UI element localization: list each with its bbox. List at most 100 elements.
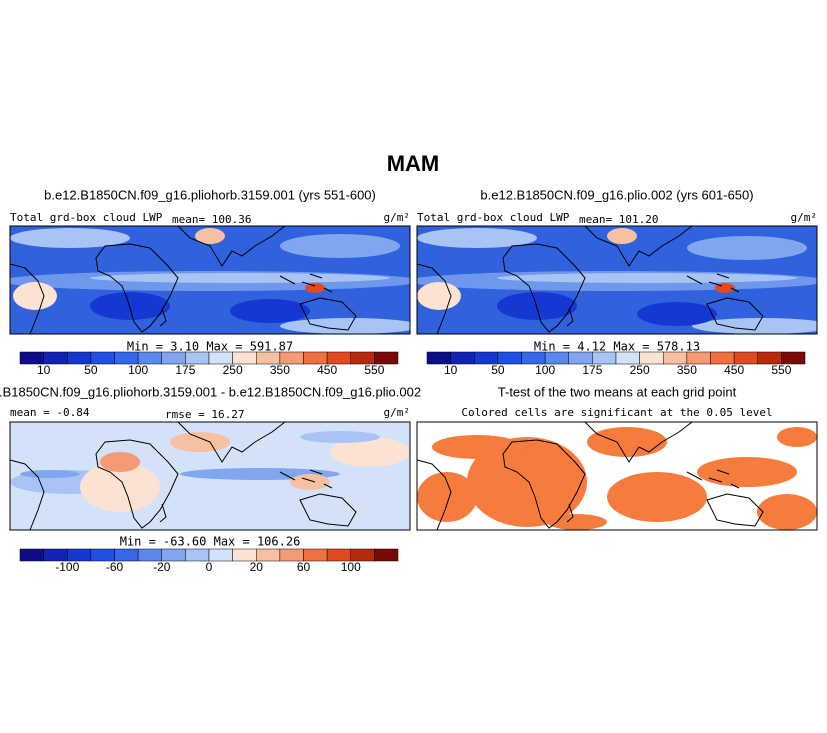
map-frame: [9, 421, 411, 531]
map: [10, 422, 410, 530]
map-field: [280, 318, 410, 334]
map-field: [10, 228, 130, 248]
left-label: Total grd-box cloud LWP: [417, 211, 570, 224]
colorbar-label: 450: [317, 363, 337, 377]
map-frame: [416, 421, 818, 531]
panel-title: T-test of the two means at each grid poi…: [498, 384, 737, 399]
coastline: [566, 307, 574, 327]
coastline: [279, 469, 333, 489]
coastline: [706, 493, 764, 527]
coastline: [299, 297, 357, 331]
coastline: [584, 226, 693, 267]
colorbar-box: [781, 351, 806, 365]
coastline: [177, 226, 286, 267]
coastline: [686, 273, 740, 293]
colorbar-label: 50: [84, 363, 98, 377]
map-field: [170, 432, 230, 452]
colorbar-box: [374, 548, 399, 562]
map-field: [417, 282, 461, 310]
left-label: Total grd-box cloud LWP: [10, 211, 163, 224]
map-field: [330, 437, 410, 467]
coastline: [584, 422, 693, 463]
coastline: [177, 422, 286, 463]
coastline: [95, 439, 179, 529]
map-field: [100, 452, 140, 472]
coastline: [566, 503, 574, 523]
panel: b.e12.B1850CN.f09_g16.pliohorb.3159.001 …: [9, 187, 411, 377]
colorbar-box: [19, 548, 44, 562]
colorbar-label: -20: [153, 560, 171, 574]
colorbar-label: 350: [270, 363, 290, 377]
coastline: [502, 243, 586, 333]
map-field: [290, 474, 330, 490]
map-field: [195, 228, 225, 244]
left-label: mean = -0.84: [10, 406, 90, 419]
map-field: [13, 282, 57, 310]
colorbar-label: 60: [297, 560, 311, 574]
coastline: [10, 263, 45, 334]
map-field: [417, 228, 537, 248]
coastline: [10, 459, 45, 530]
colorbar-label: -100: [55, 560, 79, 574]
coastline: [95, 243, 179, 333]
subtitle: Colored cells are significant at the 0.0…: [461, 406, 772, 419]
map-field: [432, 435, 522, 459]
colorbar-label: 550: [771, 363, 791, 377]
colorbar-label: 100: [341, 560, 361, 574]
map-field: [687, 236, 807, 260]
panel-title: b.e12.B1850CN.f09_g16.pliohorb.3159.001 …: [44, 187, 376, 202]
colorbar-label: 450: [724, 363, 744, 377]
center-label: mean= 101.20: [579, 213, 658, 226]
map-frame: [416, 225, 818, 335]
map-field: [777, 427, 817, 447]
stats-label: Min = 3.10 Max = 591.87: [127, 340, 293, 354]
map-field: [587, 427, 667, 457]
panel: b.e12.B1850CN.f09_g16.plio.002 (yrs 601-…: [416, 187, 818, 377]
colorbar-label: 100: [128, 363, 148, 377]
map: [10, 226, 410, 334]
panel: .B1850CN.f09_g16.pliohorb.3159.001 - b.e…: [0, 384, 421, 574]
map: [417, 226, 817, 334]
coastline: [686, 469, 740, 489]
coastline: [279, 273, 333, 293]
map-field: [467, 437, 587, 527]
colorbar-label: 175: [582, 363, 602, 377]
colorbar-box: [208, 548, 233, 562]
colorbar-label: 50: [491, 363, 505, 377]
stats-label: Min = -63.60 Max = 106.26: [120, 535, 301, 549]
panel-title: .B1850CN.f09_g16.pliohorb.3159.001 - b.e…: [0, 384, 421, 399]
map-field: [697, 457, 797, 487]
map-field: [280, 234, 400, 258]
panel: T-test of the two means at each grid poi…: [416, 384, 818, 531]
colorbar-label: 175: [175, 363, 195, 377]
map-field: [497, 273, 797, 283]
colorbar-label: 0: [206, 560, 213, 574]
map-field: [547, 514, 607, 530]
map-field: [607, 228, 637, 244]
colorbar-label: 10: [37, 363, 51, 377]
coastline: [159, 503, 167, 523]
coastline: [706, 297, 764, 331]
map-field: [90, 292, 170, 320]
map: [417, 422, 817, 530]
panel-title: b.e12.B1850CN.f09_g16.plio.002 (yrs 601-…: [480, 187, 753, 202]
colorbar-label: 550: [364, 363, 384, 377]
map-field: [230, 299, 310, 323]
colorbar-label: 10: [444, 363, 458, 377]
colorbar-label: 250: [630, 363, 650, 377]
colorbar-box: [374, 351, 399, 365]
units-label: g/m²: [384, 406, 411, 419]
map-field: [692, 318, 817, 334]
map-field: [20, 470, 80, 478]
coastline: [159, 307, 167, 327]
map-field: [80, 462, 160, 512]
map-field: [757, 494, 817, 530]
map-frame: [9, 225, 411, 335]
units-label: g/m²: [791, 211, 818, 224]
center-label: rmse = 16.27: [165, 408, 244, 421]
coastline: [502, 439, 586, 529]
colorbar-label: -60: [106, 560, 124, 574]
stats-label: Min = 4.12 Max = 578.13: [534, 340, 700, 354]
map-field: [300, 431, 380, 443]
